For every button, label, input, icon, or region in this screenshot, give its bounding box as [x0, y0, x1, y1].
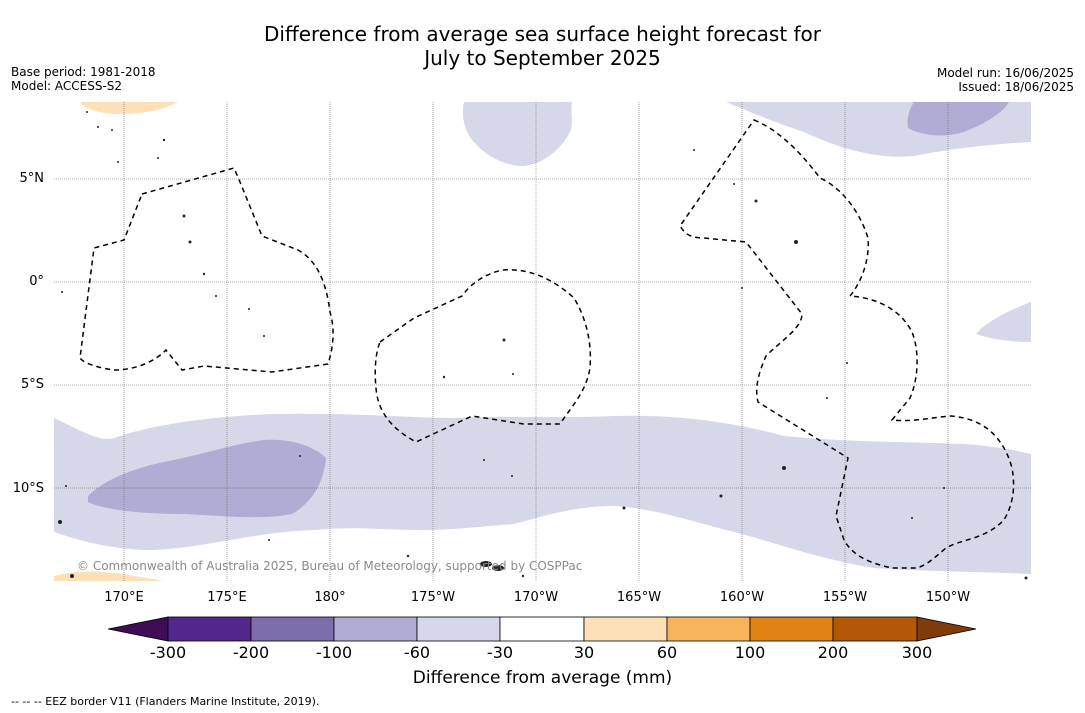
colorbar-label: Difference from average (mm): [412, 668, 673, 688]
colorbar-segment-9: [832, 616, 918, 642]
chart-title-line2: July to September 2025: [424, 46, 661, 70]
eez-line-islands: [679, 119, 1015, 569]
colorbar-tick-8: 100: [734, 643, 766, 662]
colorbar: [108, 616, 977, 642]
colorbar-segment-5: [499, 616, 585, 642]
colorbar-segment-8: [749, 616, 834, 642]
colorbar-tick-6: 30: [573, 643, 595, 662]
lon-label-170w: 170°W: [513, 590, 559, 605]
lon-label-165w: 165°W: [616, 590, 662, 605]
lon-label-170e: 170°E: [104, 590, 144, 605]
anomaly-patch-strong-sw: [88, 439, 326, 518]
model-text: Model: ACCESS-S2: [11, 79, 123, 93]
colorbar-tick-9: 200: [817, 643, 849, 662]
meta-left: Base period: 1981-2018 Model: ACCESS-S2: [11, 65, 156, 93]
colorbar-arrow-left: [108, 616, 169, 642]
colorbar-segment-7: [666, 616, 751, 642]
colorbar-tick-4: -60: [403, 643, 431, 662]
chart-title-line1: Difference from average sea surface heig…: [263, 22, 822, 46]
lat-label-0: 0°: [29, 274, 44, 289]
lon-label-180: 180°: [314, 590, 346, 605]
colorbar-tick-1: -300: [149, 643, 187, 662]
gridlines: [54, 102, 1031, 581]
anomaly-patch-strong-ne: [907, 102, 1009, 136]
colorbar-segment-2: [250, 616, 335, 642]
colorbar-arrow-right: [916, 616, 977, 642]
map-svg: [54, 102, 1031, 581]
copyright-text: © Commonwealth of Australia 2025, Bureau…: [77, 559, 583, 573]
colorbar-tick-10: 300: [901, 643, 933, 662]
lon-label-150w: 150°W: [925, 590, 971, 605]
lon-label-160w: 160°W: [719, 590, 765, 605]
colorbar-tick-7: 60: [656, 643, 678, 662]
eez-phoenix: [374, 269, 592, 443]
lat-label-5s: 5°S: [20, 377, 44, 392]
issued-text: Issued: 18/06/2025: [958, 80, 1074, 94]
positive-patch-nw: [80, 102, 178, 114]
colorbar-segment-1: [167, 616, 252, 642]
colorbar-tick-2: -200: [232, 643, 270, 662]
model-run-text: Model run: 16/06/2025: [936, 66, 1074, 80]
islands: [58, 111, 1028, 580]
colorbar-segment-4: [416, 616, 501, 642]
colorbar-segment-6: [583, 616, 668, 642]
base-period-text: Base period: 1981-2018: [11, 65, 156, 79]
lon-label-155w: 155°W: [822, 590, 868, 605]
positive-patch-sw: [54, 571, 164, 581]
eez-kiribati-gilbert: [79, 167, 334, 373]
lat-label-5n: 5°N: [19, 171, 45, 186]
eez-borders: [79, 119, 1015, 569]
lat-label-10s: 10°S: [12, 481, 44, 496]
footer-eez-note: -- -- -- EEZ border V11 (Flanders Marine…: [11, 695, 320, 708]
lon-label-175e: 175°E: [207, 590, 247, 605]
anomaly-patch-north-center: [462, 102, 572, 166]
colorbar-tick-3: -100: [315, 643, 353, 662]
colorbar-segment-3: [333, 616, 418, 642]
map-panel[interactable]: © Commonwealth of Australia 2025, Bureau…: [54, 102, 1031, 581]
anomaly-patch-east: [976, 302, 1031, 342]
lon-label-175w: 175°W: [410, 590, 456, 605]
colorbar-tick-5: -30: [486, 643, 514, 662]
meta-right: Model run: 16/06/2025 Issued: 18/06/2025: [937, 66, 1074, 94]
